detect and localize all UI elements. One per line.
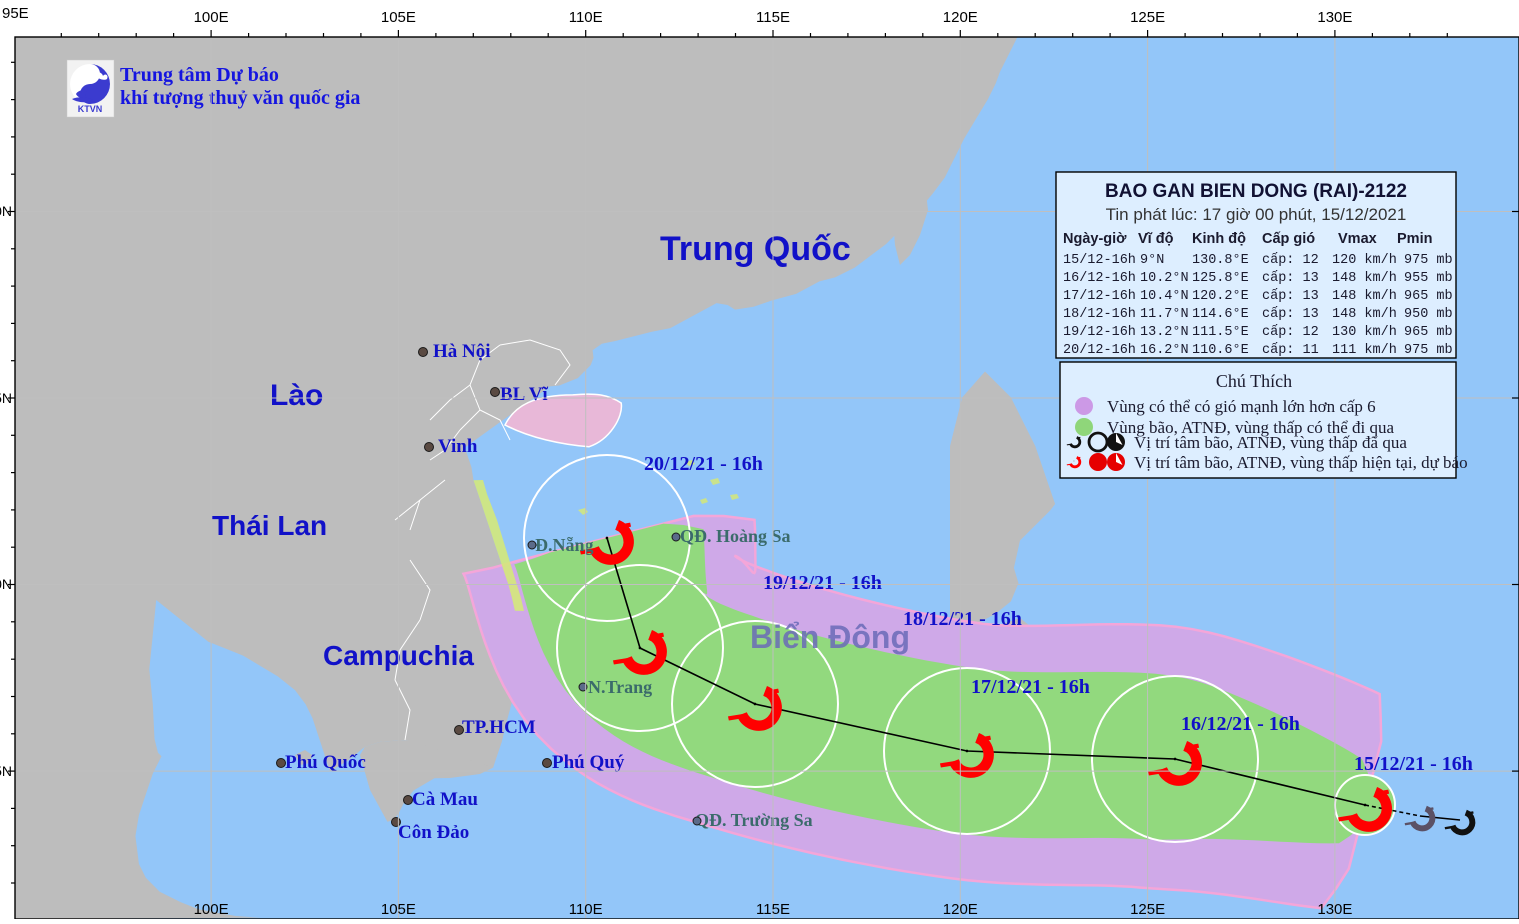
svg-text:cấp: 11: cấp: 11 <box>1262 343 1319 358</box>
svg-text:120E: 120E <box>943 9 978 26</box>
svg-text:20/12/21 - 16h: 20/12/21 - 16h <box>644 453 763 475</box>
svg-text:16/12/21 - 16h: 16/12/21 - 16h <box>1181 713 1300 735</box>
svg-text:KTVN: KTVN <box>78 104 103 114</box>
svg-text:16/12-16h: 16/12-16h <box>1063 271 1136 286</box>
svg-text:QĐ. Trường Sa: QĐ. Trường Sa <box>695 810 813 830</box>
svg-text:125E: 125E <box>1130 9 1165 26</box>
svg-text:115E: 115E <box>756 901 790 918</box>
svg-text:100E: 100E <box>194 901 229 918</box>
svg-text:110E: 110E <box>569 901 603 918</box>
svg-text:10.4°N: 10.4°N <box>1140 289 1189 304</box>
svg-text:120 km/h: 120 km/h <box>1332 253 1397 268</box>
svg-text:15N: 15N <box>0 763 12 779</box>
svg-text:Cấp gió: Cấp gió <box>1262 231 1315 247</box>
svg-text:cấp: 13: cấp: 13 <box>1262 271 1319 286</box>
svg-text:13.2°N: 13.2°N <box>1140 325 1189 340</box>
svg-text:130E: 130E <box>1317 901 1352 918</box>
svg-text:975 mb: 975 mb <box>1404 343 1453 358</box>
svg-text:110.6°E: 110.6°E <box>1192 343 1249 358</box>
svg-text:111.5°E: 111.5°E <box>1192 325 1249 340</box>
svg-text:19/12/21 - 16h: 19/12/21 - 16h <box>763 572 882 594</box>
svg-text:Trung tâm Dự báo: Trung tâm Dự báo <box>120 64 279 86</box>
svg-text:15/12-16h: 15/12-16h <box>1063 253 1136 268</box>
svg-text:17/12-16h: 17/12-16h <box>1063 289 1136 304</box>
svg-text:110E: 110E <box>569 9 603 26</box>
svg-text:Vị trí tâm bão, ATNĐ, vùng thấ: Vị trí tâm bão, ATNĐ, vùng thấp đã qua <box>1134 433 1407 452</box>
svg-text:130 km/h: 130 km/h <box>1332 325 1397 340</box>
svg-text:120.2°E: 120.2°E <box>1192 289 1249 304</box>
svg-text:BL Vĩ: BL Vĩ <box>500 384 548 405</box>
svg-text:QĐ. Hoàng Sa: QĐ. Hoàng Sa <box>680 526 791 546</box>
svg-text:105E: 105E <box>381 9 416 26</box>
svg-text:Pmin: Pmin <box>1397 231 1432 247</box>
svg-text:20/12-16h: 20/12-16h <box>1063 343 1136 358</box>
svg-text:khí tượng thuỷ văn quốc gia: khí tượng thuỷ văn quốc gia <box>120 87 360 109</box>
svg-text:148 km/h: 148 km/h <box>1332 307 1397 322</box>
svg-text:125E: 125E <box>1130 901 1165 918</box>
svg-text:115E: 115E <box>756 9 790 26</box>
svg-text:Biển Đông: Biển Đông <box>750 619 910 655</box>
svg-text:Cà Mau: Cà Mau <box>412 789 478 810</box>
svg-text:965 mb: 965 mb <box>1404 325 1453 340</box>
svg-text:cấp: 13: cấp: 13 <box>1262 307 1319 322</box>
svg-text:130E: 130E <box>1317 9 1352 26</box>
svg-text:15/12/21 - 16h: 15/12/21 - 16h <box>1354 753 1473 775</box>
svg-text:Vùng có thể có gió mạnh lớn hơ: Vùng có thể có gió mạnh lớn hơn cấp 6 <box>1107 397 1376 416</box>
svg-text:Lào: Lào <box>270 379 323 412</box>
svg-text:25N: 25N <box>0 390 12 406</box>
svg-text:cấp: 12: cấp: 12 <box>1262 253 1319 268</box>
svg-text:95E: 95E <box>2 5 29 22</box>
svg-text:16.2°N: 16.2°N <box>1140 343 1189 358</box>
svg-text:950 mb: 950 mb <box>1404 307 1453 322</box>
svg-text:Kinh độ: Kinh độ <box>1192 231 1246 247</box>
svg-text:Thái Lan: Thái Lan <box>212 510 327 541</box>
svg-text:Vmax: Vmax <box>1338 231 1377 247</box>
svg-text:cấp: 12: cấp: 12 <box>1262 325 1319 340</box>
svg-text:10.2°N: 10.2°N <box>1140 271 1189 286</box>
svg-text:18/12-16h: 18/12-16h <box>1063 307 1136 322</box>
svg-text:Côn Đảo: Côn Đảo <box>398 822 469 843</box>
svg-text:111 km/h: 111 km/h <box>1332 343 1397 358</box>
svg-text:Đ.Nẵng: Đ.Nẵng <box>535 535 594 555</box>
svg-text:Hà Nội: Hà Nội <box>433 341 491 362</box>
svg-text:30N: 30N <box>0 203 12 219</box>
svg-text:148 km/h: 148 km/h <box>1332 289 1397 304</box>
svg-text:Vị trí tâm bão, ATNĐ, vùng thấ: Vị trí tâm bão, ATNĐ, vùng thấp hiện tại… <box>1134 453 1468 472</box>
svg-text:19/12-16h: 19/12-16h <box>1063 325 1136 340</box>
svg-text:TP.HCM: TP.HCM <box>462 717 536 738</box>
svg-text:Ngày-giờ: Ngày-giờ <box>1063 231 1127 247</box>
svg-text:125.8°E: 125.8°E <box>1192 271 1249 286</box>
svg-text:148 km/h: 148 km/h <box>1332 271 1397 286</box>
svg-text:965 mb: 965 mb <box>1404 289 1453 304</box>
svg-text:BAO GAN BIEN DONG (RAI)-2122: BAO GAN BIEN DONG (RAI)-2122 <box>1105 181 1407 202</box>
svg-text:Phú Quý: Phú Quý <box>552 752 625 773</box>
svg-text:Phú Quốc: Phú Quốc <box>285 752 366 773</box>
svg-text:18/12/21 - 16h: 18/12/21 - 16h <box>903 608 1022 630</box>
svg-text:955 mb: 955 mb <box>1404 271 1453 286</box>
svg-text:Vĩ độ: Vĩ độ <box>1138 231 1174 247</box>
svg-text:17/12/21 - 16h: 17/12/21 - 16h <box>971 676 1090 698</box>
svg-text:11.7°N: 11.7°N <box>1140 307 1189 322</box>
svg-text:975 mb: 975 mb <box>1404 253 1453 268</box>
svg-text:Trung Quốc: Trung Quốc <box>660 230 851 268</box>
svg-text:105E: 105E <box>381 901 416 918</box>
svg-text:114.6°E: 114.6°E <box>1192 307 1249 322</box>
svg-text:120E: 120E <box>943 901 978 918</box>
svg-text:20N: 20N <box>0 576 12 592</box>
svg-text:Tin phát lúc: 17 giờ 00 phút,: Tin phát lúc: 17 giờ 00 phút, 15/12/2021 <box>1106 205 1407 224</box>
svg-text:9°N: 9°N <box>1140 253 1164 268</box>
svg-text:Vinh: Vinh <box>438 436 478 457</box>
svg-text:Chú Thích: Chú Thích <box>1216 371 1292 391</box>
svg-text:cấp: 13: cấp: 13 <box>1262 289 1319 304</box>
svg-text:100E: 100E <box>194 9 229 26</box>
svg-text:N.Trang: N.Trang <box>588 677 652 697</box>
svg-text:130.8°E: 130.8°E <box>1192 253 1249 268</box>
